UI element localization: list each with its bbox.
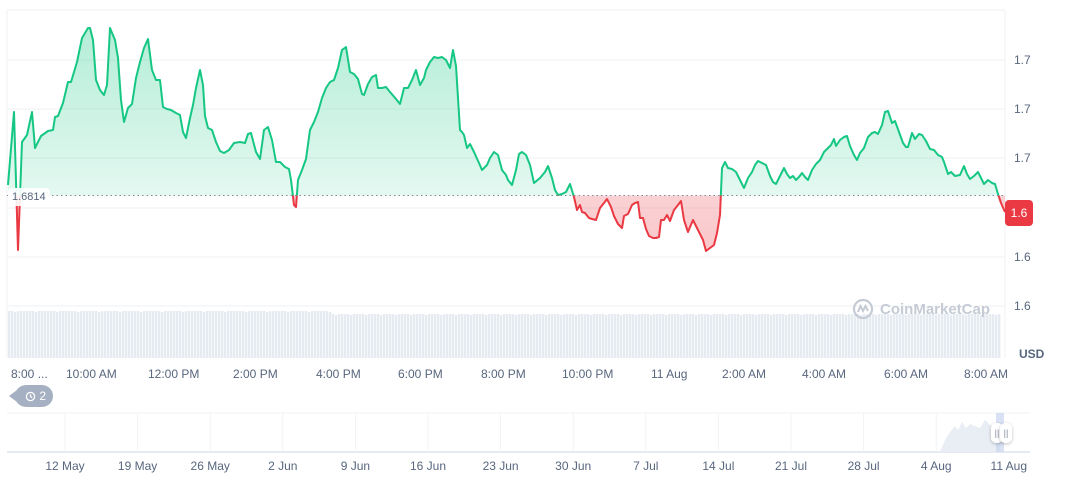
x-axis: 8:00 ... 10:00 AM 12:00 PM 2:00 PM 4:00 …: [11, 367, 1008, 381]
svg-text:2:00 AM: 2:00 AM: [722, 367, 766, 381]
svg-text:1.6: 1.6: [1014, 250, 1031, 264]
navigator-date-label: 4 Aug: [921, 459, 952, 473]
svg-text:1.7: 1.7: [1014, 53, 1031, 67]
navigator-handle-right[interactable]: ||: [1000, 423, 1012, 443]
events-badge[interactable]: 2: [8, 385, 53, 407]
navigator-date-label: 7 Jul: [633, 459, 658, 473]
navigator-date-label: 23 Jun: [483, 459, 519, 473]
navigator[interactable]: 12 May 19 May 26 May 2 Jun 9 Jun 16 Jun 23 Jun…: [7, 412, 1030, 473]
svg-text:2:00 PM: 2:00 PM: [233, 367, 278, 381]
navigator-date-label: 26 May: [191, 459, 230, 473]
svg-text:1.7: 1.7: [1014, 102, 1031, 116]
navigator-date-label: 2 Jun: [268, 459, 297, 473]
navigator-date-label: 14 Jul: [702, 459, 734, 473]
svg-text:8:00 ...: 8:00 ...: [11, 367, 48, 381]
svg-text:6:00 PM: 6:00 PM: [398, 367, 443, 381]
reference-price-label: 1.6814: [8, 188, 50, 206]
svg-text:11 Aug: 11 Aug: [651, 367, 687, 381]
currency-label: USD: [1019, 347, 1045, 361]
coinmarketcap-watermark: CoinMarketCap: [852, 298, 990, 320]
svg-text:4:00 AM: 4:00 AM: [802, 367, 846, 381]
navigator-date-label: 19 May: [118, 459, 157, 473]
volume-bars: [8, 311, 1001, 358]
navigator-date-label: 12 May: [45, 459, 84, 473]
svg-text:8:00 AM: 8:00 AM: [964, 367, 1008, 381]
current-price-badge: 1.6: [1005, 200, 1033, 226]
navigator-date-label: 28 Jul: [848, 459, 880, 473]
navigator-date-label: 16 Jun: [410, 459, 446, 473]
svg-text:10:00 PM: 10:00 PM: [562, 367, 613, 381]
svg-text:6:00 AM: 6:00 AM: [884, 367, 928, 381]
navigator-date-label: 21 Jul: [775, 459, 807, 473]
price-area: [8, 28, 1005, 251]
svg-text:8:00 PM: 8:00 PM: [481, 367, 526, 381]
svg-text:1.6: 1.6: [1014, 299, 1031, 313]
history-icon: [26, 391, 36, 401]
badge-pointer: [9, 390, 17, 402]
y-axis: 1.7 1.7 1.7 1.6 1.6: [1014, 53, 1031, 313]
navigator-date-label: 11 Aug: [991, 459, 1027, 473]
navigator-date-label: 9 Jun: [341, 459, 370, 473]
svg-text:12:00 PM: 12:00 PM: [148, 367, 199, 381]
svg-text:10:00 AM: 10:00 AM: [66, 367, 117, 381]
svg-text:4:00 PM: 4:00 PM: [316, 367, 361, 381]
events-count: 2: [39, 389, 46, 403]
price-line[interactable]: [7, 27, 1005, 252]
navigator-date-label: 30 Jun: [555, 459, 591, 473]
svg-text:1.7: 1.7: [1014, 151, 1031, 165]
coinmarketcap-logo-icon: [852, 298, 874, 320]
